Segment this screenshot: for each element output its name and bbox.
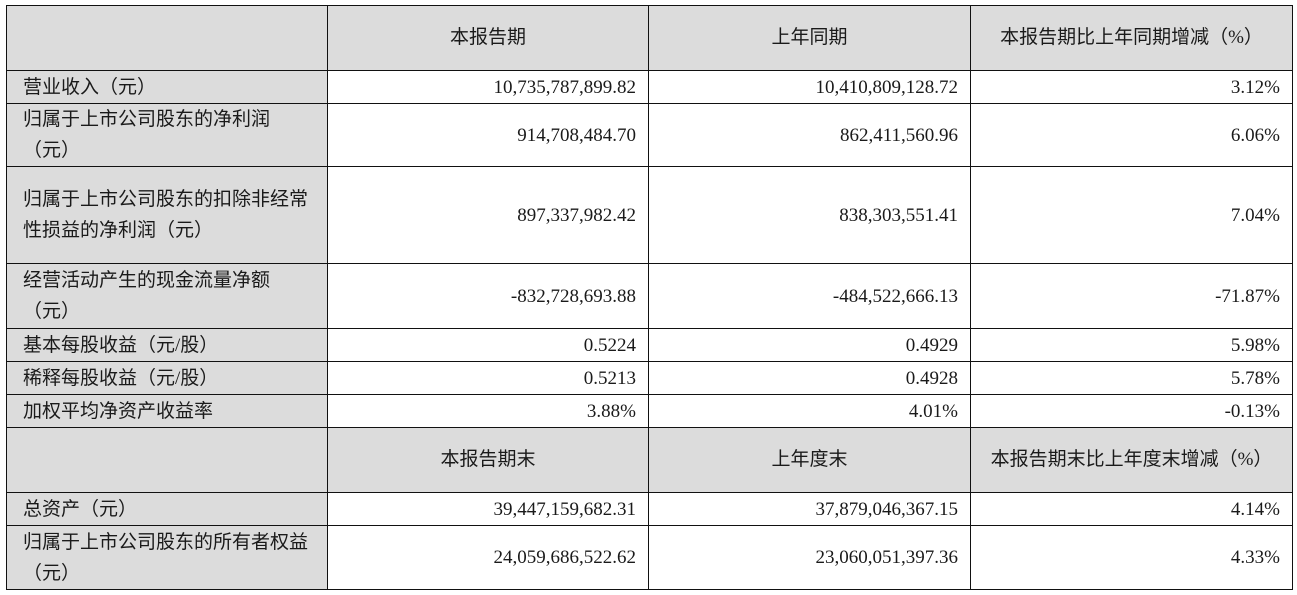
header-cell: 本报告期末比上年度末增减（%）: [970, 427, 1293, 493]
table-row: 基本每股收益（元/股） 0.5224 0.4929 5.98%: [6, 328, 1293, 362]
row-label: 经营活动产生的现金流量净额（元）: [6, 263, 328, 329]
table-row: 归属于上市公司股东的净利润（元） 914,708,484.70 862,411,56…: [6, 103, 1293, 167]
row-label: 总资产（元）: [6, 492, 328, 526]
value-cell: 3.12%: [970, 70, 1293, 104]
value-cell: 0.5213: [327, 361, 649, 395]
value-cell: 862,411,560.96: [648, 103, 971, 167]
table-row: 总资产（元） 39,447,159,682.31 37,879,046,367.15…: [6, 492, 1293, 526]
header-blank: [6, 5, 328, 71]
table-row: 稀释每股收益（元/股） 0.5213 0.4928 5.78%: [6, 361, 1293, 395]
row-label: 归属于上市公司股东的净利润（元）: [6, 103, 328, 167]
value-cell: -484,522,666.13: [648, 263, 971, 329]
value-cell: -832,728,693.88: [327, 263, 649, 329]
table-row: 归属于上市公司股东的所有者权益（元） 24,059,686,522.62 23,06…: [6, 525, 1293, 590]
value-cell: -0.13%: [970, 394, 1293, 428]
value-cell: 37,879,046,367.15: [648, 492, 971, 526]
value-cell: 5.98%: [970, 328, 1293, 362]
row-label: 归属于上市公司股东的所有者权益（元）: [6, 525, 328, 590]
value-cell: 4.14%: [970, 492, 1293, 526]
value-cell: 0.4928: [648, 361, 971, 395]
financial-data-table: 本报告期 上年同期 本报告期比上年同期增减（%） 营业收入（元） 10,735,7…: [6, 5, 1293, 590]
table-row: 营业收入（元） 10,735,787,899.82 10,410,809,128.7…: [6, 70, 1293, 104]
row-label: 基本每股收益（元/股）: [6, 328, 328, 362]
header-cell: 本报告期: [327, 5, 649, 71]
header-blank: [6, 427, 328, 493]
table-row: 归属于上市公司股东的扣除非经常性损益的净利润（元） 897,337,982.42 8…: [6, 166, 1293, 264]
value-cell: 0.5224: [327, 328, 649, 362]
value-cell: 838,303,551.41: [648, 166, 971, 264]
table-row: 加权平均净资产收益率 3.88% 4.01% -0.13%: [6, 394, 1293, 428]
row-label: 营业收入（元）: [6, 70, 328, 104]
row-label: 归属于上市公司股东的扣除非经常性损益的净利润（元）: [6, 166, 328, 264]
value-cell: 23,060,051,397.36: [648, 525, 971, 590]
value-cell: 10,735,787,899.82: [327, 70, 649, 104]
value-cell: -71.87%: [970, 263, 1293, 329]
header-cell: 上年同期: [648, 5, 971, 71]
value-cell: 24,059,686,522.62: [327, 525, 649, 590]
value-cell: 6.06%: [970, 103, 1293, 167]
header-cell: 上年度末: [648, 427, 971, 493]
value-cell: 4.01%: [648, 394, 971, 428]
value-cell: 0.4929: [648, 328, 971, 362]
value-cell: 914,708,484.70: [327, 103, 649, 167]
table-row: 经营活动产生的现金流量净额（元） -832,728,693.88 -484,522,…: [6, 263, 1293, 329]
row-label: 稀释每股收益（元/股）: [6, 361, 328, 395]
value-cell: 10,410,809,128.72: [648, 70, 971, 104]
value-cell: 4.33%: [970, 525, 1293, 590]
header-cell: 本报告期末: [327, 427, 649, 493]
value-cell: 39,447,159,682.31: [327, 492, 649, 526]
row-label: 加权平均净资产收益率: [6, 394, 328, 428]
value-cell: 3.88%: [327, 394, 649, 428]
value-cell: 897,337,982.42: [327, 166, 649, 264]
header-cell: 本报告期比上年同期增减（%）: [970, 5, 1293, 71]
table-header: 本报告期 上年同期 本报告期比上年同期增减（%）: [6, 5, 1293, 71]
value-cell: 7.04%: [970, 166, 1293, 264]
table-header: 本报告期末 上年度末 本报告期末比上年度末增减（%）: [6, 427, 1293, 493]
value-cell: 5.78%: [970, 361, 1293, 395]
